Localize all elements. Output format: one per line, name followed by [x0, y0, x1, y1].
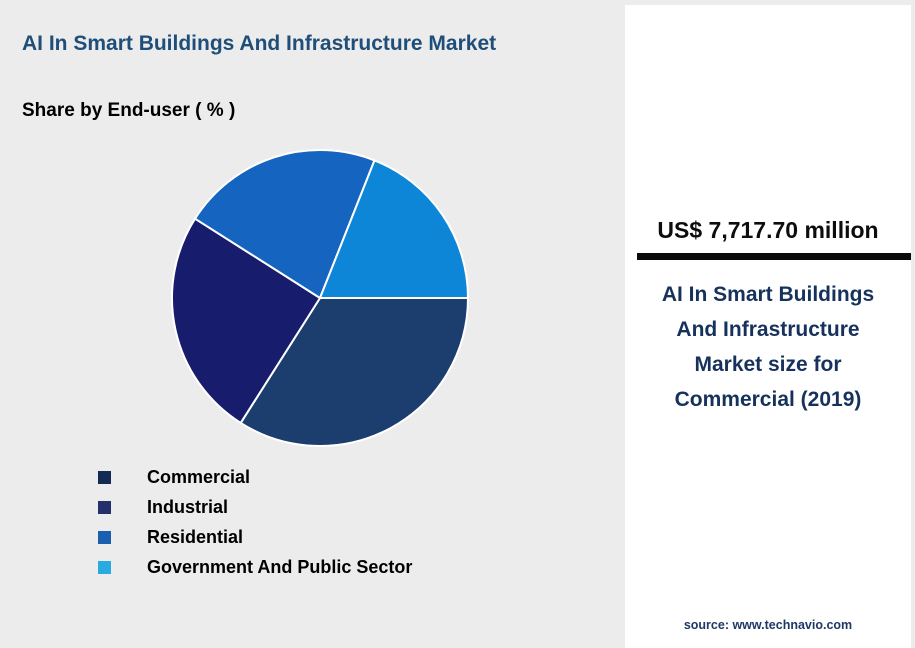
legend-label-commercial: Commercial: [147, 466, 251, 487]
market-value-description: AI In Smart Buildings And Infrastructure…: [661, 283, 875, 412]
legend-marker-industrial: [98, 500, 111, 514]
legend-item-government: Government And Public Sector: [98, 552, 578, 582]
legend-item-residential: Residential: [98, 522, 578, 552]
legend-label-government: Government And Public Sector: [147, 556, 413, 577]
headline-divider: [637, 253, 911, 260]
pie-slice-residential: [194, 149, 376, 299]
chart-legend: Commercial Industrial Residential Govern…: [98, 462, 578, 582]
info-panel: US$ 7,717.70 million AI In Smart Buildin…: [625, 5, 911, 648]
legend-label-industrial: Industrial: [147, 496, 229, 517]
legend-marker-residential: [98, 530, 111, 544]
legend-item-commercial: Commercial: [98, 462, 578, 492]
chart-title: AI In Smart Buildings And Infrastructure…: [22, 32, 497, 55]
source-text: source: www.technavio.com: [683, 618, 853, 632]
legend-label-residential: Residential: [147, 526, 244, 547]
legend-item-industrial: Industrial: [98, 492, 578, 522]
legend-marker-government: [98, 560, 111, 574]
market-value-headline: US$ 7,717.70 million: [657, 217, 879, 243]
pie-slice-industrial: [171, 217, 321, 424]
pie-chart-svg: [171, 149, 469, 447]
legend-marker-commercial: [98, 470, 111, 484]
pie-slice-government-and-public-sector: [319, 159, 469, 299]
chart-subtitle: Share by End-user ( % ): [22, 100, 236, 121]
pie-chart: [168, 146, 472, 450]
